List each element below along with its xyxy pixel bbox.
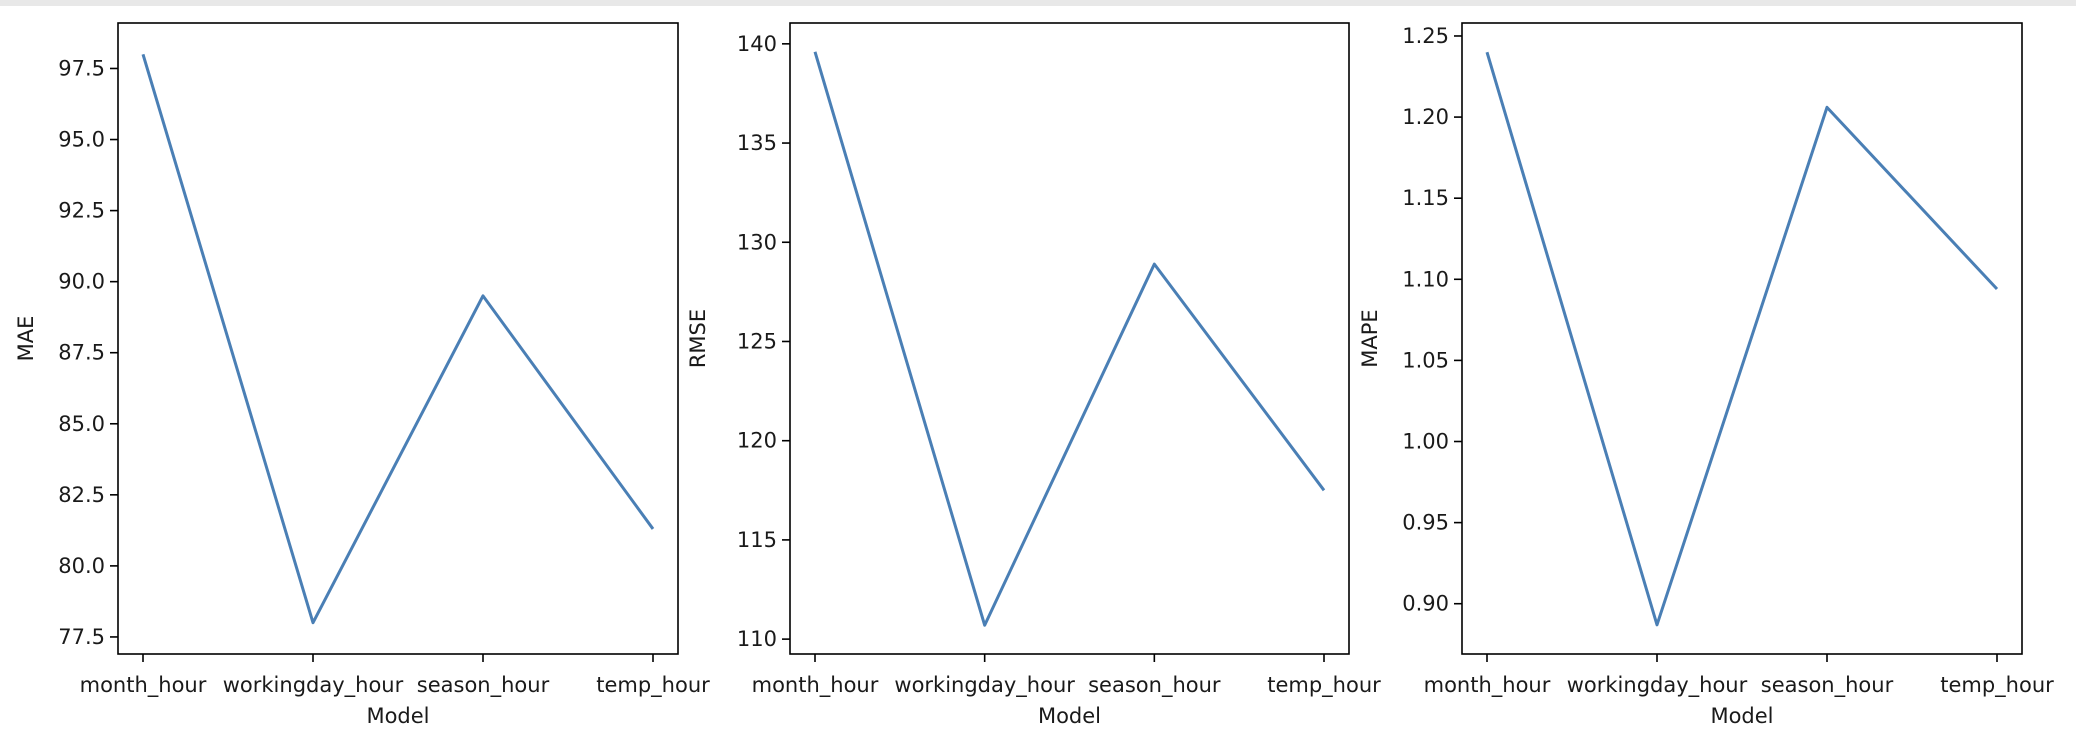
y-tick-label: 1.05 [1402, 348, 1449, 372]
y-tick-label: 77.5 [58, 625, 105, 649]
x-tick-label: season_hour [417, 673, 550, 698]
y-tick-label: 80.0 [58, 554, 105, 578]
y-tick-label: 95.0 [58, 128, 105, 152]
x-axis-label: Model [1710, 704, 1773, 728]
plot-frame [117, 22, 679, 655]
y-tick-label: 1.20 [1402, 105, 1449, 129]
x-tick-label: workingday_hour [1567, 673, 1748, 698]
y-tick-label: 115 [737, 528, 777, 552]
y-tick-label: 90.0 [58, 270, 105, 294]
x-tick-label: workingday_hour [223, 673, 404, 698]
chart-canvas: 77.5 80.0 82.5 85.0 87.5 90.0 92.5 95.0 97.5 mont… [14, 22, 2054, 728]
y-axis-label: RMSE [686, 309, 710, 368]
x-tick-label: temp_hour [1940, 673, 2054, 698]
x-axis-label: Model [1038, 704, 1101, 728]
x-tick-label: temp_hour [596, 673, 710, 698]
plot-frame [789, 22, 1350, 655]
y-tick-label: 92.5 [58, 199, 105, 223]
series-line [813, 51, 1326, 627]
x-axis-label: Model [366, 704, 429, 728]
x-tick-label: temp_hour [1267, 673, 1381, 698]
y-tick-label: 82.5 [58, 483, 105, 507]
y-tick-label: 120 [737, 429, 777, 453]
y-tick-label: 135 [737, 131, 777, 155]
y-axis-label: MAE [14, 316, 38, 362]
y-tick-label: 110 [737, 627, 777, 651]
y-tick-label: 1.10 [1402, 267, 1449, 291]
plot-frame [1461, 22, 2023, 655]
y-tick-label: 130 [737, 230, 777, 254]
x-tick-label: month_hour [80, 673, 207, 698]
y-tick-label: 125 [737, 329, 777, 353]
y-tick-label: 1.00 [1402, 430, 1449, 454]
y-tick-label: 0.90 [1402, 592, 1449, 616]
y-tick-label: 87.5 [58, 341, 105, 365]
y-tick-label: 97.5 [58, 56, 105, 80]
y-tick-label: 85.0 [58, 412, 105, 436]
series-line [1485, 51, 1999, 627]
x-tick-label: month_hour [1424, 673, 1551, 698]
y-tick-label: 1.15 [1402, 186, 1449, 210]
series-line [141, 53, 655, 625]
y-tick-label: 140 [737, 32, 777, 56]
y-tick-label: 0.95 [1402, 511, 1449, 535]
y-axis-label: MAPE [1358, 309, 1382, 367]
x-tick-label: workingday_hour [894, 673, 1075, 698]
x-tick-label: season_hour [1761, 673, 1894, 698]
x-tick-label: season_hour [1088, 673, 1221, 698]
x-tick-label: month_hour [752, 673, 879, 698]
y-tick-label: 1.25 [1402, 24, 1449, 48]
